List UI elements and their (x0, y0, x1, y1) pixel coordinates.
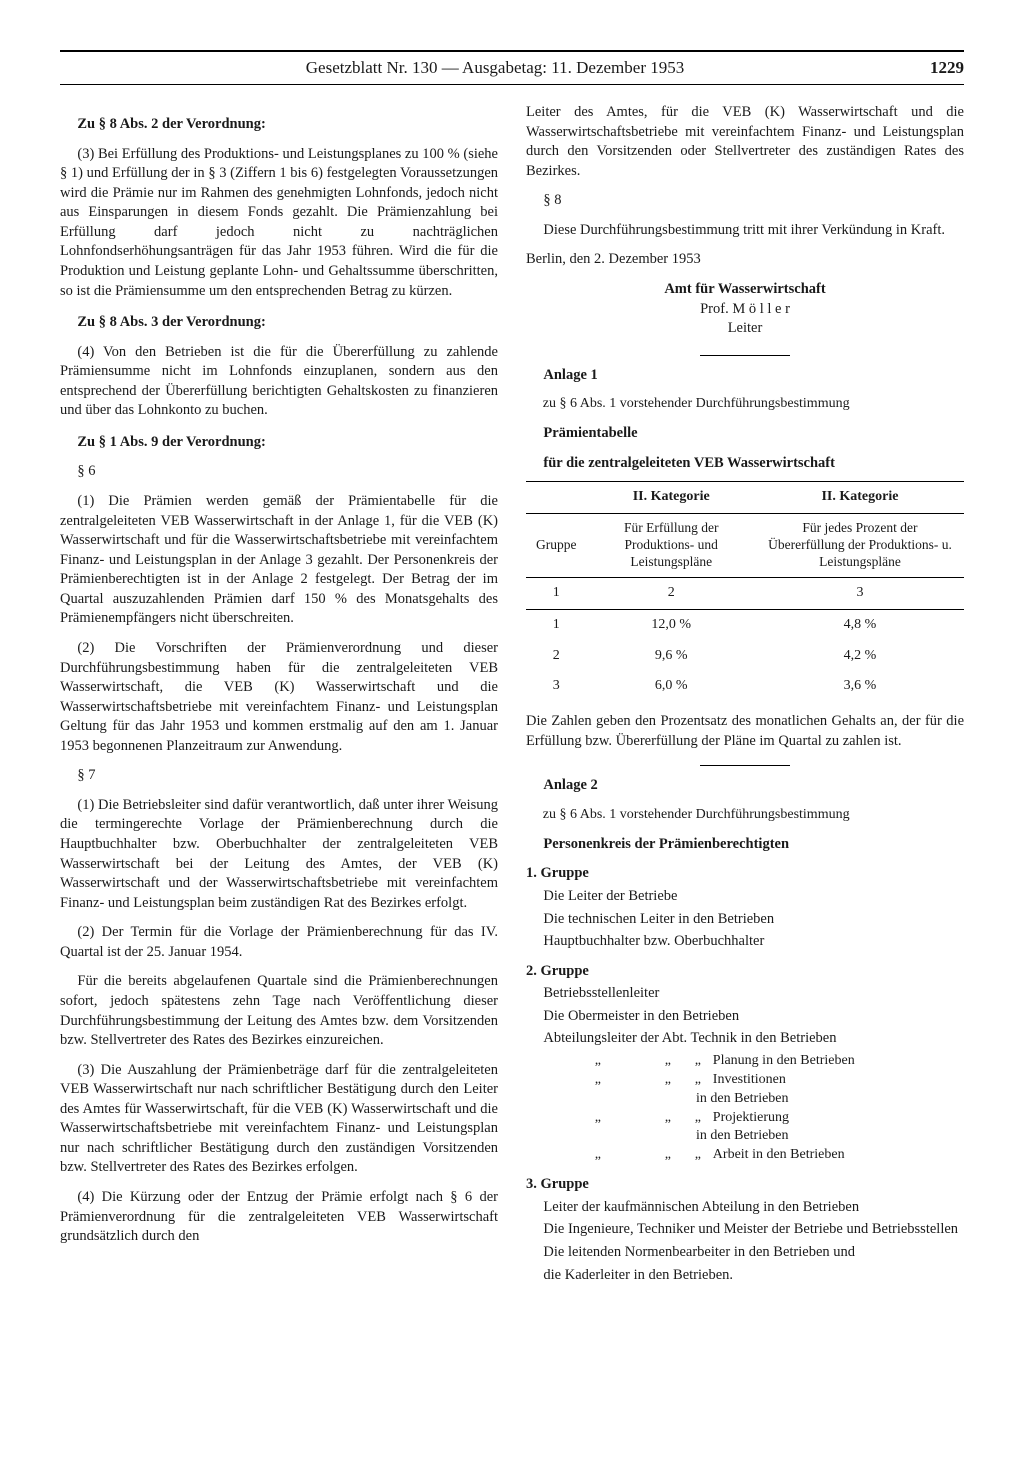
para-7-3: (3) Die Auszahlung der Prämienbeträge da… (60, 1061, 498, 1178)
para-4: (4) Von den Betrieben ist die für die Üb… (60, 343, 498, 421)
divider (700, 355, 790, 356)
list-item: Die technischen Leiter in den Betrieben (543, 910, 964, 930)
content-columns: Zu § 8 Abs. 2 der Verordnung: (3) Bei Er… (60, 103, 964, 1288)
list-item: Die leitenden Normenbearbeiter in den Be… (543, 1243, 964, 1263)
list-item: Die Leiter der Betriebe (543, 887, 964, 907)
date-line: Berlin, den 2. Dezember 1953 (526, 250, 964, 270)
gruppe-3-head: 3. Gruppe (526, 1175, 964, 1195)
heading-1-9: Zu § 1 Abs. 9 der Verordnung: (60, 433, 498, 453)
list-item-cont: in den Betrieben (696, 1090, 964, 1109)
th-desc-a: Für Erfüllung der Produktions- und Leist… (587, 514, 756, 578)
list-item: die Kaderleiter in den Betrieben. (543, 1266, 964, 1286)
list-item: Hauptbuchhalter bzw. Oberbuchhalter (543, 932, 964, 952)
list-item: Die Obermeister in den Betrieben (543, 1007, 964, 1027)
list-item: Abteilungsleiter der Abt. Technik in den… (543, 1029, 964, 1049)
table-row: 1 2 3 (526, 577, 964, 609)
para-7-4: (4) Die Kürzung oder der Entzug der Präm… (60, 1188, 498, 1247)
anlage-2-sub: zu § 6 Abs. 1 vorstehender Durchführungs… (526, 806, 964, 825)
gruppe-1-head: 1. Gruppe (526, 864, 964, 884)
ditto-row: „ „ „ Projektierung (543, 1109, 964, 1128)
divider (700, 765, 790, 766)
heading-8-3: Zu § 8 Abs. 3 der Verordnung: (60, 313, 498, 333)
list-item-cont: in den Betrieben (696, 1127, 964, 1146)
list-item: Leiter der kaufmännischen Abteilung in d… (543, 1198, 964, 1218)
header-title: Gesetzblatt Nr. 130 — Ausgabetag: 11. De… (60, 58, 930, 78)
section-6: § 6 (60, 462, 498, 482)
table-title: Prämientabelle (526, 424, 964, 444)
table-row: 2 9,6 % 4,2 % (526, 641, 964, 672)
list-item: Betriebsstellenleiter (543, 984, 964, 1004)
sig-name: Prof. M ö l l e r (526, 300, 964, 320)
gruppe-2-head: 2. Gruppe (526, 962, 964, 982)
para-cont: Leiter des Amtes, für die VEB (K) Wasser… (526, 103, 964, 181)
para-7-2b: Für die bereits abgelaufenen Quartale si… (60, 972, 498, 1050)
left-column: Zu § 8 Abs. 2 der Verordnung: (3) Bei Er… (60, 103, 498, 1288)
heading-8-2: Zu § 8 Abs. 2 der Verordnung: (60, 115, 498, 135)
table-note: Die Zahlen geben den Prozentsatz des mon… (526, 712, 964, 751)
th-cat-b: II. Kategorie (756, 482, 964, 514)
pk-title: Personenkreis der Prämienberechtigten (526, 835, 964, 855)
page-header: Gesetzblatt Nr. 130 — Ausgabetag: 11. De… (60, 50, 964, 85)
list-item: Die Ingenieure, Techniker und Meister de… (543, 1220, 964, 1240)
para-6-2: (2) Die Vorschriften der Prämienverordnu… (60, 639, 498, 756)
para-7-2: (2) Der Termin für die Vorlage der Prämi… (60, 923, 498, 962)
table-subtitle: für die zentralgeleiteten VEB Wasserwirt… (526, 454, 964, 474)
para-7-1: (1) Die Betriebsleiter sind dafür verant… (60, 796, 498, 913)
para-3: (3) Bei Erfüllung des Produktions- und L… (60, 145, 498, 302)
signature-block: Amt für Wasserwirtschaft Prof. M ö l l e… (526, 280, 964, 339)
section-8: § 8 (526, 191, 964, 211)
th-desc-b: Für jedes Prozent der Übererfüllung der … (756, 514, 964, 578)
sig-org: Amt für Wasserwirtschaft (526, 280, 964, 300)
ditto-row: „ „ „ Investitionen (543, 1071, 964, 1090)
section-7: § 7 (60, 766, 498, 786)
th-cat-a: II. Kategorie (587, 482, 756, 514)
para-6-1: (1) Die Prämien werden gemäß der Prämien… (60, 492, 498, 629)
ditto-row: „ „ „ Arbeit in den Betrieben (543, 1146, 964, 1165)
table-row: 1 12,0 % 4,8 % (526, 609, 964, 640)
right-column: Leiter des Amtes, für die VEB (K) Wasser… (526, 103, 964, 1288)
page-number: 1229 (930, 58, 964, 78)
th-group: Gruppe (526, 514, 587, 578)
anlage-1-sub: zu § 6 Abs. 1 vorstehender Durchführungs… (526, 395, 964, 414)
table-row: 3 6,0 % 3,6 % (526, 671, 964, 702)
ditto-row: „ „ „ Planung in den Betrieben (543, 1052, 964, 1071)
sig-title: Leiter (526, 319, 964, 339)
para-8: Diese Durchführungsbestimmung tritt mit … (526, 221, 964, 241)
anlage-2-head: Anlage 2 (526, 776, 964, 796)
praemientabelle: II. Kategorie II. Kategorie Gruppe Für E… (526, 481, 964, 702)
anlage-1-head: Anlage 1 (526, 366, 964, 386)
